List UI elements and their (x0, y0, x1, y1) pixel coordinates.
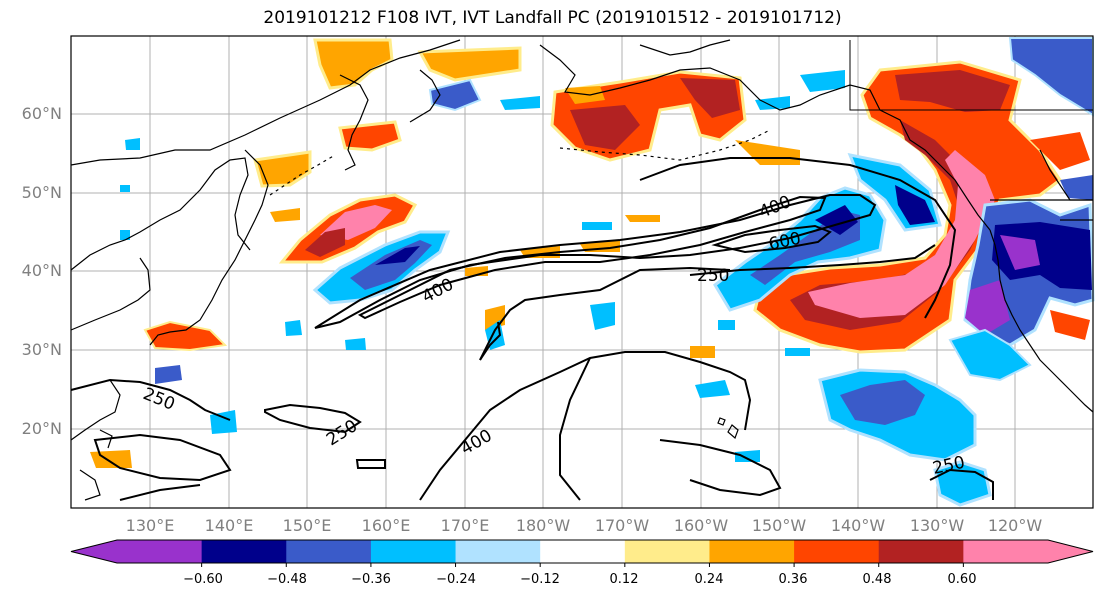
colorbar-tick-label: 0.60 (947, 572, 977, 587)
longitude-label: 180°W (515, 516, 571, 535)
longitude-label: 130°W (909, 516, 965, 535)
colorbar-segment (201, 540, 287, 563)
colorbar-tick-label: −0.12 (520, 572, 560, 587)
colorbar-segment (117, 540, 203, 563)
colorbar-extend-low (71, 540, 117, 563)
longitude-label: 150°E (282, 516, 332, 535)
longitude-label: 140°W (830, 516, 886, 535)
longitude-label: 120°W (987, 516, 1043, 535)
longitude-label: 170°W (594, 516, 650, 535)
ivt-contours (70, 157, 994, 501)
longitude-label: 160°E (361, 516, 411, 535)
colorbar-segment (370, 540, 457, 563)
latitude-label: 50°N (21, 183, 62, 202)
colorbar-segment (286, 540, 372, 563)
longitude-label: 140°E (204, 516, 254, 535)
colorbar-segment (540, 540, 626, 563)
colorbar-tick-label: −0.24 (436, 572, 476, 587)
colorbar-segment (878, 540, 964, 563)
latitude-label: 20°N (21, 419, 62, 438)
colorbar-tick-label: 0.12 (609, 572, 639, 587)
colorbar-segment (624, 540, 710, 563)
longitude-label: 150°W (751, 516, 807, 535)
colorbar-extend-high (1048, 540, 1093, 563)
longitude-label: 170°E (440, 516, 490, 535)
colorbar-outline (70, 539, 1094, 564)
latitude-label: 60°N (21, 104, 62, 123)
longitude-label: 160°W (673, 516, 729, 535)
coastlines (70, 39, 1094, 501)
colorbar-segment (455, 540, 541, 563)
colorbar-tick-label: 0.48 (862, 572, 892, 587)
colorbar-segment (963, 540, 1049, 563)
longitude-label: 130°E (125, 516, 175, 535)
colorbar-tick-label: −0.60 (183, 572, 223, 587)
latitude-label: 40°N (21, 261, 62, 280)
contour-label: 250 (697, 266, 729, 286)
colorbar (70, 539, 1094, 567)
colorbar-segment (794, 540, 880, 563)
colorbar-segment (709, 540, 795, 563)
colorbar-tick-label: −0.36 (351, 572, 391, 587)
map-frame (70, 35, 1094, 509)
positive-anomaly-fields (90, 38, 1090, 468)
colorbar-tick-label: −0.48 (267, 572, 307, 587)
map-title: 2019101212 F108 IVT, IVT Landfall PC (20… (263, 8, 842, 28)
latitude-label: 30°N (21, 340, 62, 359)
negative-anomaly-fields (120, 37, 1095, 507)
colorbar-tick-label: 0.24 (694, 572, 724, 587)
colorbar-tick-label: 0.36 (778, 572, 808, 587)
